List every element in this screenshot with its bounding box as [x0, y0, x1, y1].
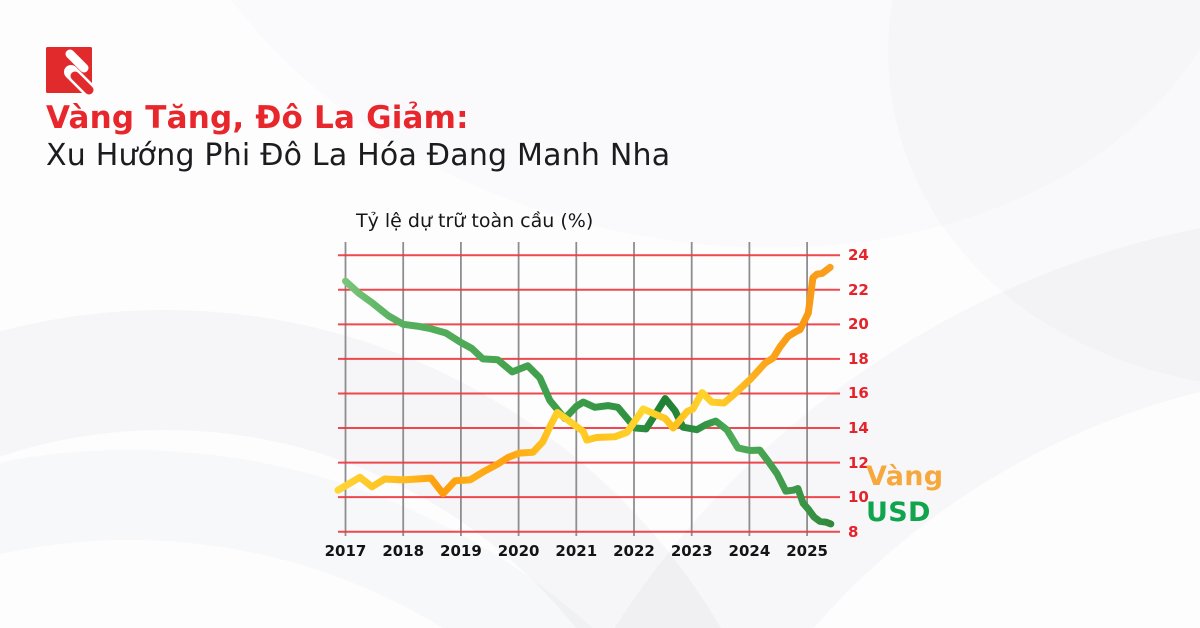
x-axis-label: 2018 [382, 542, 425, 560]
x-axis-label: 2017 [324, 542, 367, 560]
x-axis-label: 2019 [440, 542, 482, 560]
legend-vang: Vàng [866, 461, 944, 492]
x-axis-label: 2023 [670, 542, 713, 560]
brand-logo-white-dash-icon [65, 49, 89, 73]
y-axis-label: 20 [848, 315, 869, 334]
x-axis-label: 2024 [728, 542, 771, 560]
y-axis-label: 10 [848, 488, 869, 507]
x-axis-label: 2020 [497, 542, 540, 560]
y-axis-label: 24 [848, 246, 869, 265]
page-title: Vàng Tăng, Đô La Giảm: [46, 100, 469, 136]
x-axis-label: 2021 [555, 542, 598, 560]
y-axis-label: 16 [848, 384, 869, 403]
y-axis-label: 22 [848, 280, 869, 299]
y-axis-label: 18 [848, 349, 869, 368]
chart-title: Tỷ lệ dự trữ toàn cầu (%) [356, 210, 594, 232]
x-axis-label: 2022 [613, 542, 655, 560]
series-line-usd [342, 277, 835, 528]
y-axis-label: 12 [848, 453, 869, 472]
brand-logo [46, 47, 98, 99]
chart-legend: Vàng USD [866, 459, 943, 531]
y-axis-label: 8 [848, 522, 859, 541]
y-axis-label: 14 [848, 419, 869, 438]
page-subtitle: Xu Hướng Phi Đô La Hóa Đang Manh Nha [46, 138, 671, 173]
x-axis-label: 2025 [786, 542, 828, 560]
legend-usd: USD [866, 497, 931, 528]
series-line-vang [334, 263, 834, 498]
brand-logo-red-dash-icon [70, 71, 94, 95]
